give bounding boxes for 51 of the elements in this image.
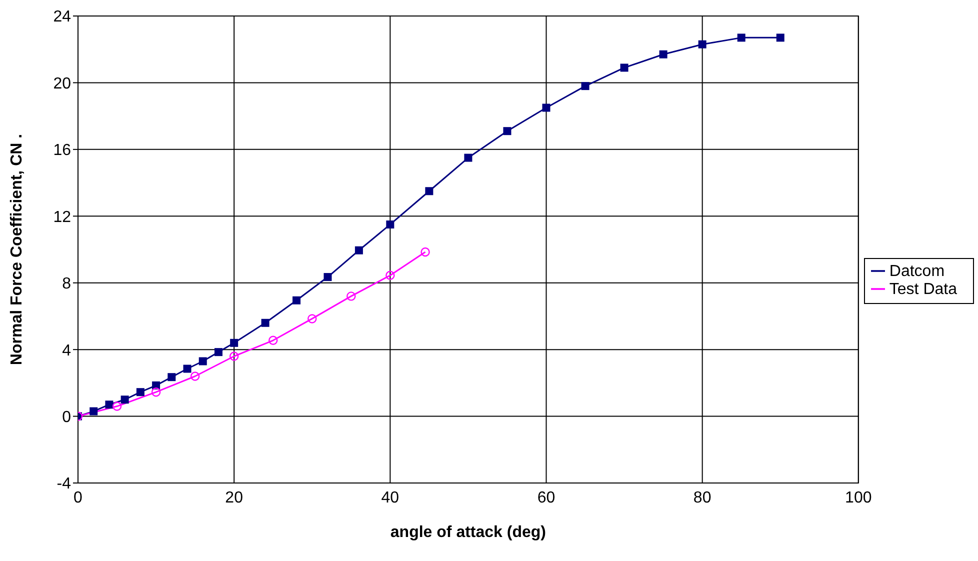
point (659, 50, 668, 58)
x-tick-label: 20 (225, 489, 244, 506)
x-tick-label: 0 (74, 489, 83, 506)
point (354, 246, 363, 254)
legend-label: Datcom (889, 262, 945, 280)
point (229, 352, 239, 361)
point (346, 292, 356, 301)
point (268, 336, 278, 345)
point (168, 373, 176, 382)
point (503, 127, 512, 136)
y-tick-label: 8 (62, 276, 72, 293)
point (386, 220, 394, 228)
x-tick-label: 60 (537, 489, 556, 506)
point (542, 104, 550, 112)
point (620, 64, 628, 72)
y-tick-label: 12 (53, 208, 72, 226)
y-tick-label: 4 (62, 342, 72, 360)
point (420, 247, 430, 257)
y-tick-label: 16 (53, 142, 72, 160)
x-tick-label: 80 (693, 489, 712, 506)
point (261, 318, 270, 327)
point (214, 348, 222, 356)
x-tick-label: 100 (845, 489, 872, 506)
point (151, 388, 161, 397)
point (198, 357, 207, 366)
point (230, 338, 238, 347)
legend-label: Test Data (889, 280, 957, 298)
y-tick-label: 24 (53, 8, 72, 26)
point (698, 40, 706, 48)
y-tick-label: 0 (62, 408, 72, 426)
point (581, 82, 590, 90)
y-tick-label: 20 (53, 75, 72, 92)
y-axis-title: Normal Force Coefficient, CN . (8, 134, 26, 366)
point (308, 314, 317, 324)
x-axis-title: angle of attack (deg) (390, 524, 546, 541)
point (425, 187, 434, 196)
point (105, 400, 114, 409)
point (737, 34, 746, 42)
x-tick-label: 40 (381, 489, 400, 506)
point (386, 270, 395, 280)
point (292, 296, 301, 304)
point (464, 154, 472, 162)
point (324, 273, 332, 282)
point (183, 364, 192, 373)
point (120, 396, 129, 404)
point (136, 388, 144, 396)
point (112, 402, 122, 411)
point (90, 407, 98, 416)
point (190, 372, 200, 381)
point (776, 34, 784, 42)
y-tick-label: -4 (56, 476, 72, 493)
